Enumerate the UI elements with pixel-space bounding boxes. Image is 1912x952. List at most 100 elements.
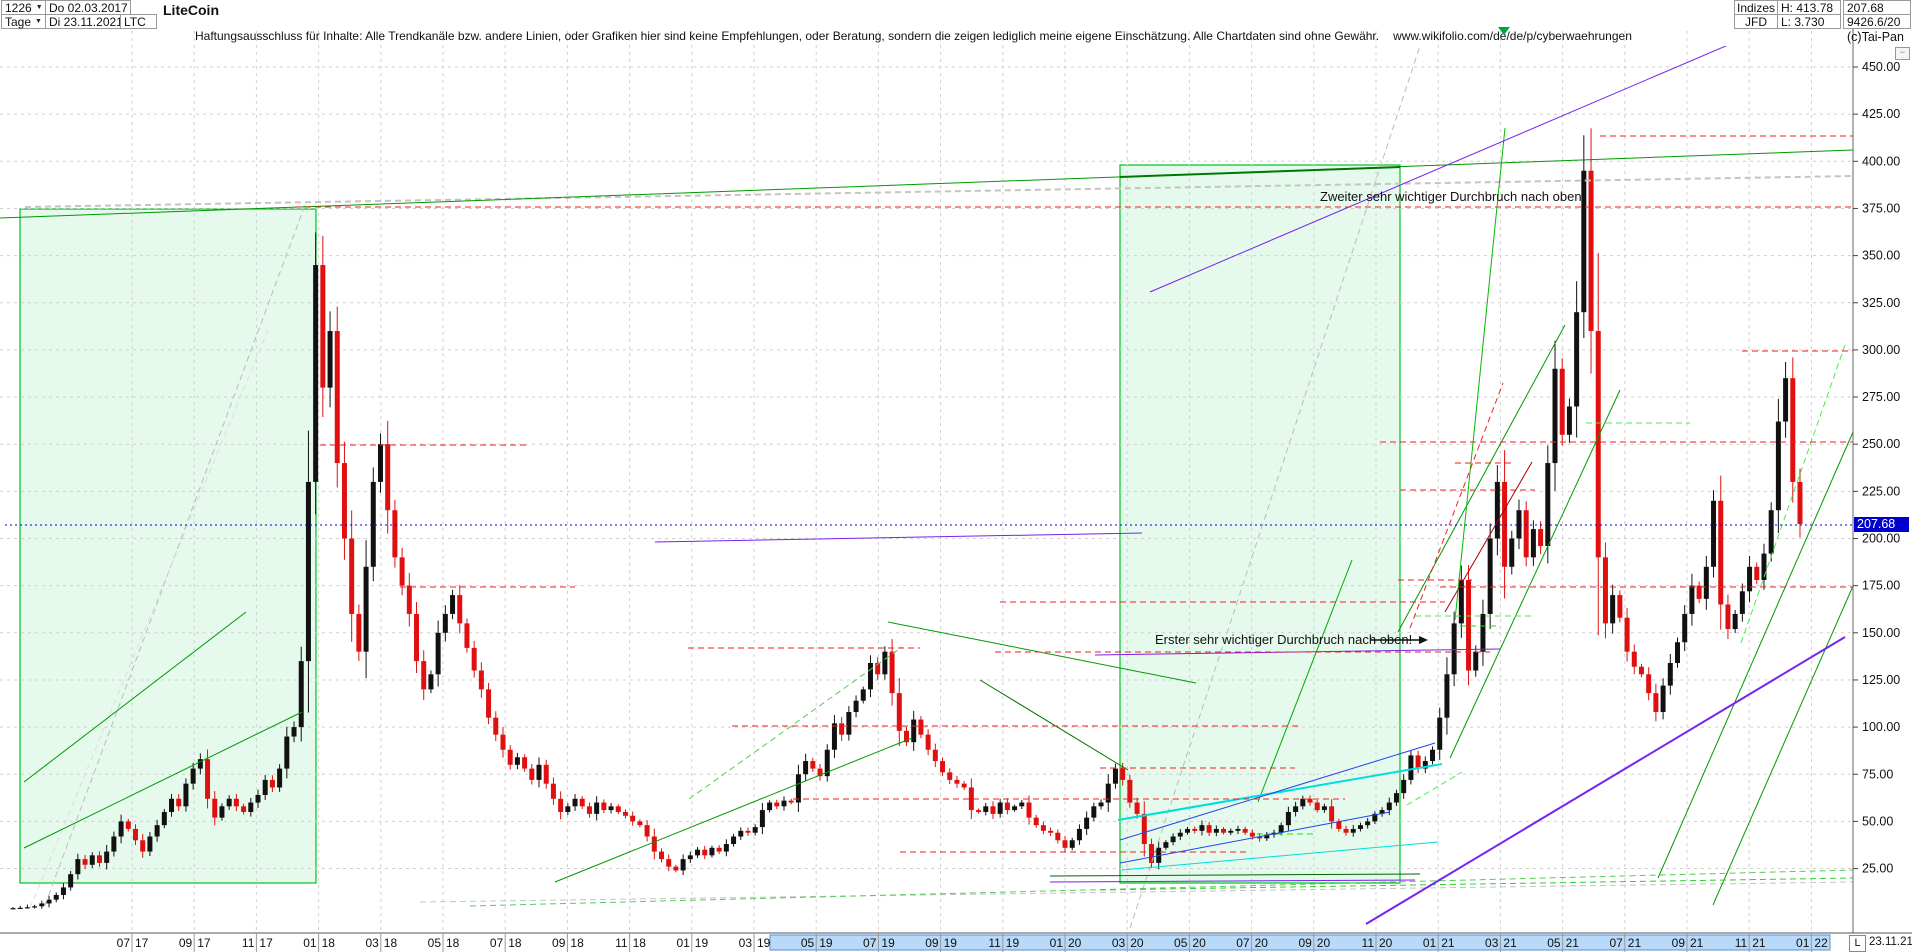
svg-text:01: 01 bbox=[303, 936, 317, 950]
svg-text:22: 22 bbox=[1814, 936, 1828, 950]
last-price-cell: 207.68 bbox=[1843, 0, 1911, 15]
svg-text:11: 11 bbox=[1362, 936, 1375, 950]
svg-text:09: 09 bbox=[925, 936, 939, 950]
svg-text:17: 17 bbox=[259, 936, 273, 950]
svg-text:03: 03 bbox=[365, 936, 379, 950]
svg-text:05: 05 bbox=[801, 936, 815, 950]
date-to-cell: Di 23.11.2021 bbox=[45, 14, 123, 29]
volume-cell: 9426.6/20 bbox=[1843, 14, 1911, 29]
svg-text:21: 21 bbox=[1503, 936, 1517, 950]
dropdown-arrow-icon: ▼ bbox=[35, 18, 42, 25]
date-from-value: Do 02.03.2017 bbox=[49, 0, 128, 15]
last-date-label: 23.11.21 bbox=[1869, 936, 1912, 948]
wikifolio-link[interactable]: www.wikifolio.com/de/de/p/cyberwaehrunge… bbox=[1393, 29, 1632, 43]
svg-text:275.00: 275.00 bbox=[1862, 390, 1900, 404]
svg-text:03: 03 bbox=[1485, 936, 1499, 950]
svg-text:21: 21 bbox=[1752, 936, 1766, 950]
period-dropdown[interactable]: Tage ▼ bbox=[1, 14, 46, 29]
svg-text:09: 09 bbox=[1298, 936, 1312, 950]
bars-count-value: 1226 bbox=[5, 0, 32, 15]
svg-text:01: 01 bbox=[1050, 936, 1064, 950]
svg-text:05: 05 bbox=[1174, 936, 1188, 950]
svg-text:250.00: 250.00 bbox=[1862, 437, 1900, 451]
svg-text:11: 11 bbox=[988, 936, 1001, 950]
svg-text:09: 09 bbox=[179, 936, 193, 950]
svg-text:01: 01 bbox=[676, 936, 690, 950]
period-high-value: H: 413.78 bbox=[1781, 0, 1834, 15]
svg-text:09: 09 bbox=[552, 936, 566, 950]
svg-text:01: 01 bbox=[1423, 936, 1437, 950]
dropdown-arrow-icon: ▼ bbox=[35, 4, 43, 11]
shaded-regions bbox=[19, 164, 1401, 884]
svg-text:100.00: 100.00 bbox=[1862, 720, 1900, 734]
svg-text:21: 21 bbox=[1566, 936, 1580, 950]
svg-text:17: 17 bbox=[197, 936, 211, 950]
svg-text:19: 19 bbox=[944, 936, 958, 950]
svg-text:19: 19 bbox=[881, 936, 895, 950]
svg-text:11: 11 bbox=[1735, 936, 1748, 950]
svg-text:19: 19 bbox=[757, 936, 771, 950]
svg-text:19: 19 bbox=[695, 936, 709, 950]
svg-text:18: 18 bbox=[384, 936, 398, 950]
svg-text:350.00: 350.00 bbox=[1862, 249, 1900, 263]
svg-text:300.00: 300.00 bbox=[1862, 343, 1900, 357]
svg-text:450.00: 450.00 bbox=[1862, 60, 1900, 74]
svg-text:175.00: 175.00 bbox=[1862, 579, 1900, 593]
period-high-cell: H: 413.78 bbox=[1777, 0, 1841, 15]
svg-text:21: 21 bbox=[1690, 936, 1704, 950]
svg-text:425.00: 425.00 bbox=[1862, 107, 1900, 121]
svg-text:325.00: 325.00 bbox=[1862, 296, 1900, 310]
disclaimer-text: Haftungsausschluss für Inhalte: Alle Tre… bbox=[195, 29, 1632, 43]
period-value: Tage bbox=[5, 14, 32, 29]
low-marker-badge: L bbox=[1849, 935, 1866, 952]
indizes-cell: Indizes bbox=[1734, 0, 1778, 15]
svg-text:20: 20 bbox=[1317, 936, 1331, 950]
bars-count-dropdown[interactable]: 1226 ▼ bbox=[1, 0, 46, 15]
svg-text:400.00: 400.00 bbox=[1862, 154, 1900, 168]
svg-text:01: 01 bbox=[1796, 936, 1810, 950]
svg-text:03: 03 bbox=[739, 936, 753, 950]
period-low-value: L: 3.730 bbox=[1781, 14, 1825, 29]
svg-text:07: 07 bbox=[1236, 936, 1250, 950]
svg-text:18: 18 bbox=[633, 936, 647, 950]
svg-text:20: 20 bbox=[1068, 936, 1082, 950]
svg-text:20: 20 bbox=[1192, 936, 1206, 950]
collapse-axis-button[interactable]: − bbox=[1895, 47, 1910, 60]
svg-text:125.00: 125.00 bbox=[1862, 673, 1900, 687]
svg-text:20: 20 bbox=[1255, 936, 1269, 950]
svg-text:11: 11 bbox=[242, 936, 255, 950]
symbol-cell: LTC bbox=[120, 14, 157, 29]
svg-text:07: 07 bbox=[117, 936, 131, 950]
svg-text:11: 11 bbox=[615, 936, 628, 950]
trendlines-layer bbox=[0, 46, 1853, 929]
broker-cell: JFD bbox=[1734, 14, 1778, 29]
svg-text:21: 21 bbox=[1628, 936, 1642, 950]
svg-text:20: 20 bbox=[1379, 936, 1393, 950]
green-triangle-icon bbox=[1498, 27, 1510, 35]
current-price-badge: 207.68 bbox=[1854, 517, 1909, 532]
instrument-title: LiteCoin bbox=[163, 2, 219, 18]
svg-text:18: 18 bbox=[570, 936, 584, 950]
symbol-value: LTC bbox=[124, 14, 146, 29]
svg-text:200.00: 200.00 bbox=[1862, 532, 1900, 546]
svg-text:75.00: 75.00 bbox=[1862, 767, 1893, 781]
annotation-arrow bbox=[1370, 636, 1428, 644]
svg-text:07: 07 bbox=[1609, 936, 1623, 950]
svg-text:18: 18 bbox=[508, 936, 522, 950]
annotation-second-breakout: Zweiter sehr wichtiger Durchbruch nach o… bbox=[1320, 189, 1586, 204]
date-to-value: Di 23.11.2021 bbox=[49, 14, 123, 29]
period-low-cell: L: 3.730 bbox=[1777, 14, 1841, 29]
time-range-scrollbar[interactable] bbox=[769, 934, 1831, 951]
svg-text:50.00: 50.00 bbox=[1862, 814, 1893, 828]
volume-value: 9426.6/20 bbox=[1847, 14, 1901, 29]
time-axis: 07 17 09 17 11 17 01 18 03 18 05 18 07 18 09 18 11 18 01 19… bbox=[117, 933, 1828, 952]
svg-text:07: 07 bbox=[490, 936, 504, 950]
svg-text:150.00: 150.00 bbox=[1862, 626, 1900, 640]
candles-layer bbox=[10, 128, 1803, 910]
svg-text:03: 03 bbox=[1112, 936, 1126, 950]
svg-text:20: 20 bbox=[1130, 936, 1144, 950]
svg-text:17: 17 bbox=[135, 936, 149, 950]
svg-text:225.00: 225.00 bbox=[1862, 484, 1900, 498]
